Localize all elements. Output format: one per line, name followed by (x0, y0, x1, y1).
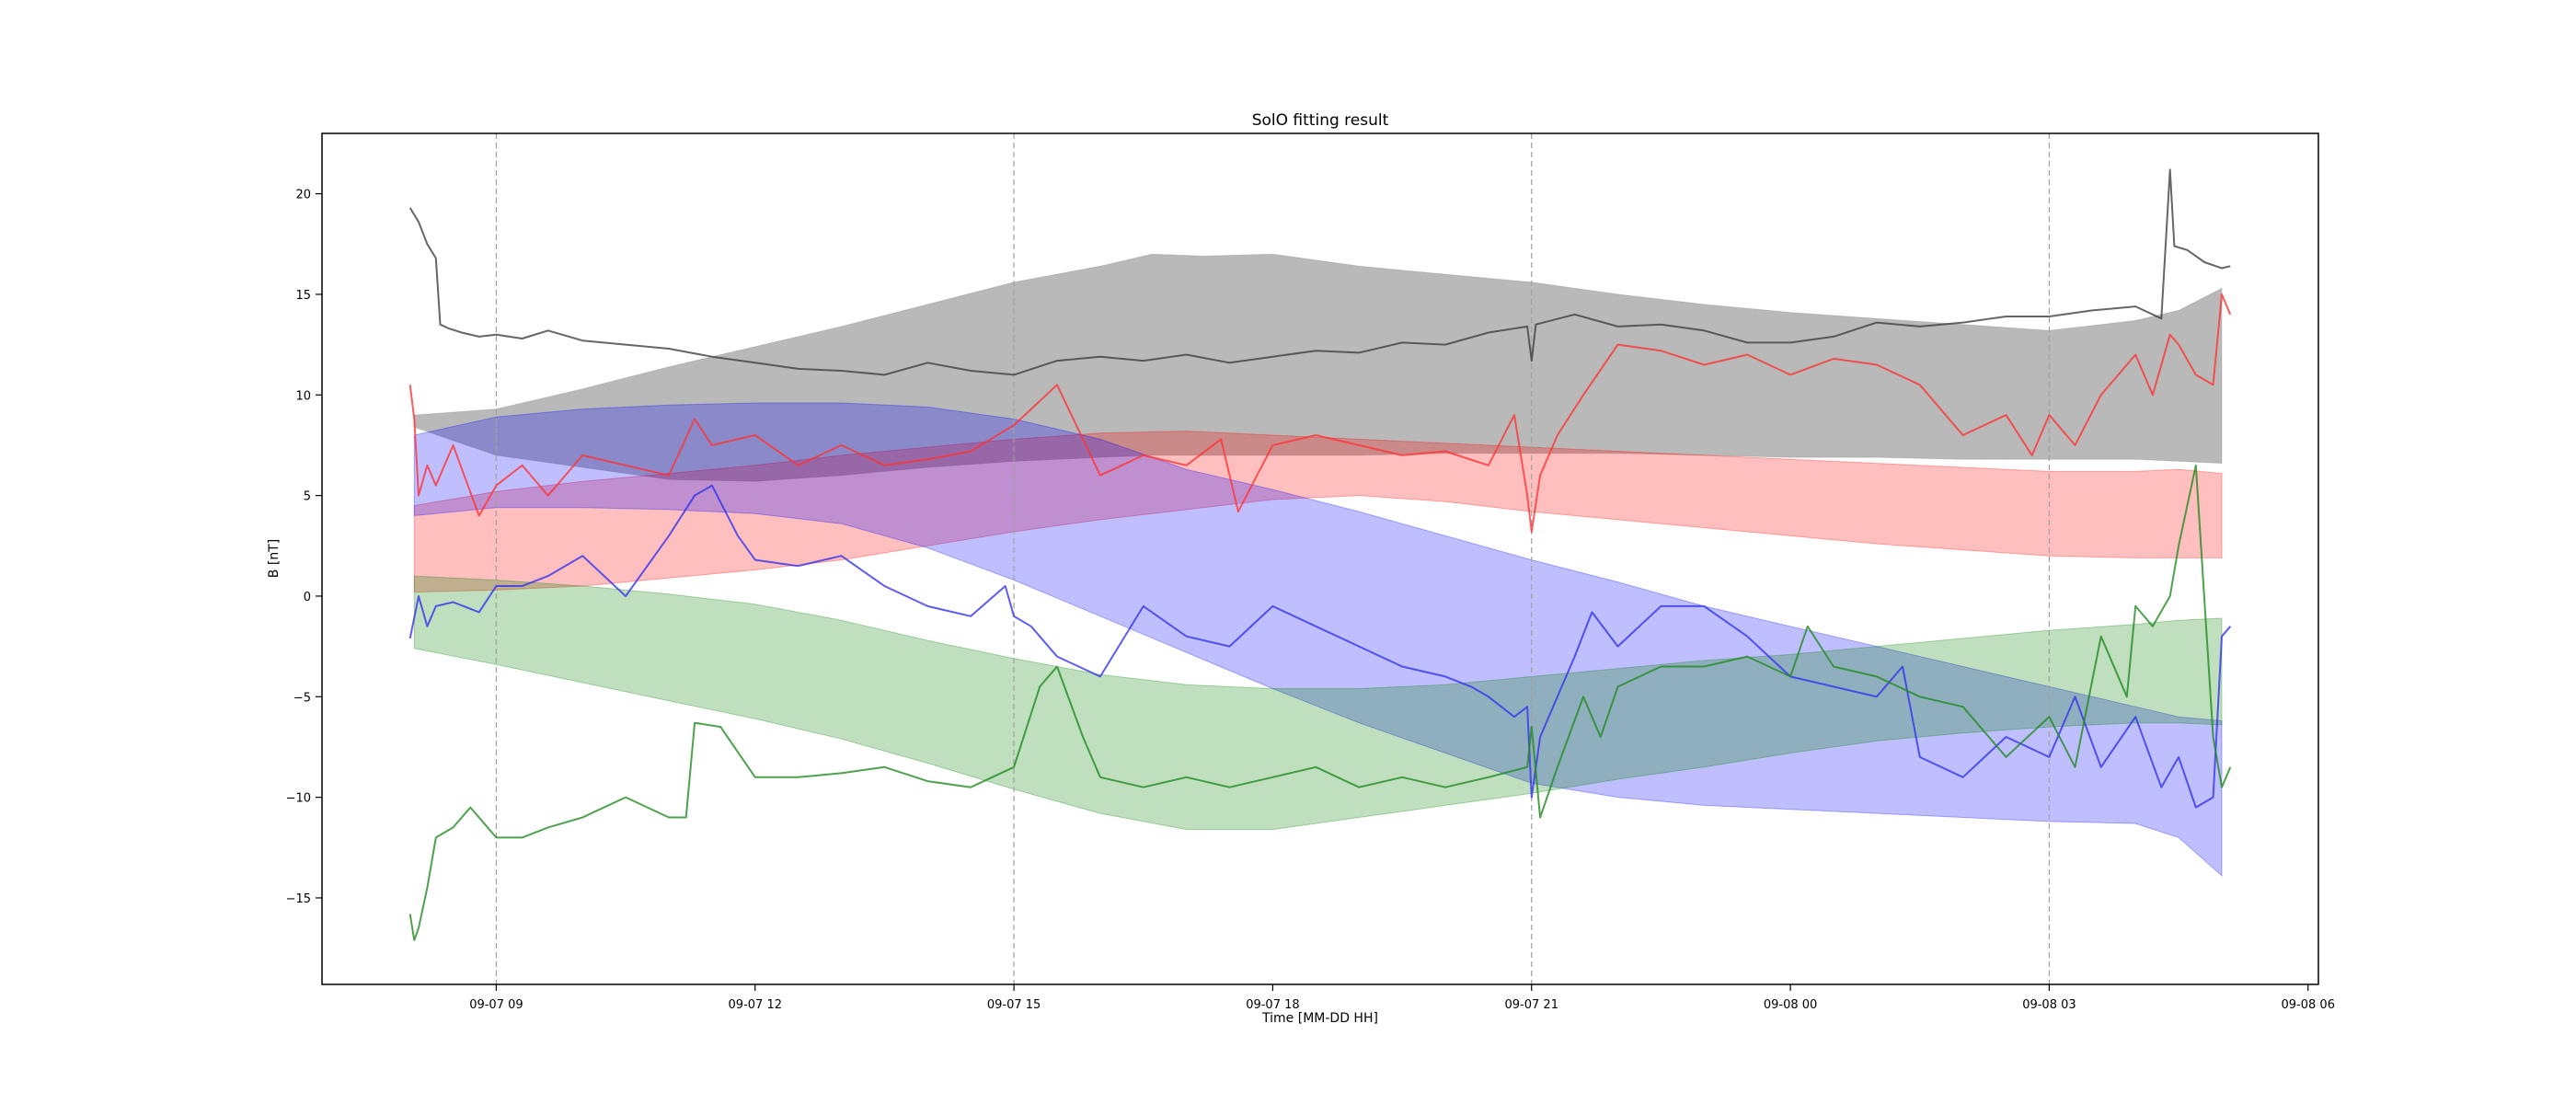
y-tick-label-0: −15 (286, 892, 311, 906)
y-tick-label-3: 0 (304, 591, 311, 604)
series-line-1 (408, 293, 2232, 533)
axes-frame (321, 132, 2319, 985)
band-0 (413, 253, 2223, 482)
x-tick-label-7: 09-08 06 (2282, 998, 2335, 1012)
y-tick-label-5: 10 (295, 389, 311, 403)
band-1 (413, 431, 2223, 593)
y-tick-label-4: 5 (304, 490, 311, 504)
y-axis-label: B [nT] (267, 539, 282, 578)
x-tick-label-5: 09-08 00 (1764, 998, 1817, 1012)
y-tick-label-1: −10 (286, 792, 311, 806)
x-axis-ticks: 09-07 09 09-07 12 09-07 15 09-07 18 09-07 21… (469, 984, 2335, 1012)
chart-title: SolO fitting result (1252, 111, 1389, 130)
band-2 (413, 402, 2223, 878)
reference-vlines (495, 133, 2051, 984)
y-tick-label-7: 20 (295, 189, 311, 202)
series-line-2 (408, 484, 2232, 809)
x-tick-label-6: 09-08 03 (2022, 998, 2076, 1012)
y-tick-label-6: 15 (295, 289, 311, 303)
y-tick-label-2: −5 (293, 691, 311, 705)
x-tick-label-2: 09-07 15 (987, 998, 1041, 1012)
x-tick-label-0: 09-07 09 (469, 998, 523, 1012)
y-axis-ticks: −15 −10 −5 0 5 10 15 20 (286, 189, 322, 906)
series-line-3 (408, 464, 2232, 941)
x-tick-label-1: 09-07 12 (729, 998, 782, 1012)
data-series (408, 168, 2232, 941)
uncertainty-bands (413, 253, 2223, 878)
x-axis-label: Time [MM-DD HH] (1261, 1011, 1378, 1026)
x-tick-label-4: 09-07 21 (1505, 998, 1558, 1012)
x-tick-label-3: 09-07 18 (1246, 998, 1299, 1012)
series-line-0 (408, 168, 2231, 376)
